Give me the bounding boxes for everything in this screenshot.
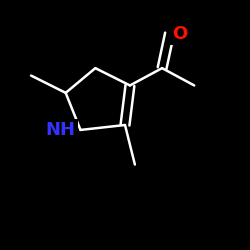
Text: O: O [172,24,187,42]
Text: NH: NH [46,121,76,139]
